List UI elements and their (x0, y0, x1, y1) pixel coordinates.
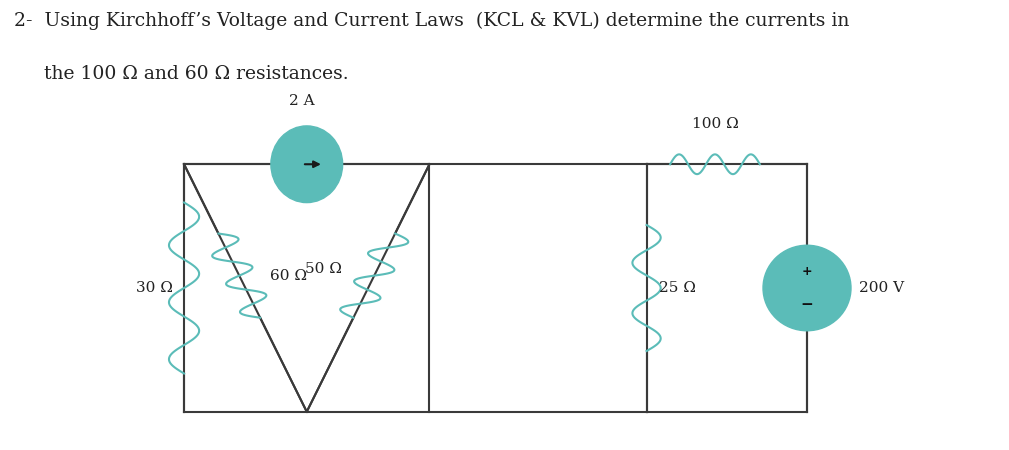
Text: 50 Ω: 50 Ω (305, 261, 342, 276)
Text: 2 A: 2 A (290, 94, 315, 108)
Ellipse shape (763, 245, 851, 331)
Text: 30 Ω: 30 Ω (136, 281, 173, 295)
Text: 100 Ω: 100 Ω (691, 117, 739, 130)
Text: 200 V: 200 V (859, 281, 904, 295)
Text: the 100 Ω and 60 Ω resistances.: the 100 Ω and 60 Ω resistances. (14, 65, 349, 83)
Text: 60 Ω: 60 Ω (270, 269, 307, 283)
Text: −: − (800, 297, 813, 312)
Text: 25 Ω: 25 Ω (659, 281, 695, 295)
Text: 2-  Using Kirchhoff’s Voltage and Current Laws  (KCL & KVL) determine the curren: 2- Using Kirchhoff’s Voltage and Current… (14, 11, 850, 30)
Ellipse shape (270, 126, 343, 202)
Text: +: + (802, 265, 812, 278)
